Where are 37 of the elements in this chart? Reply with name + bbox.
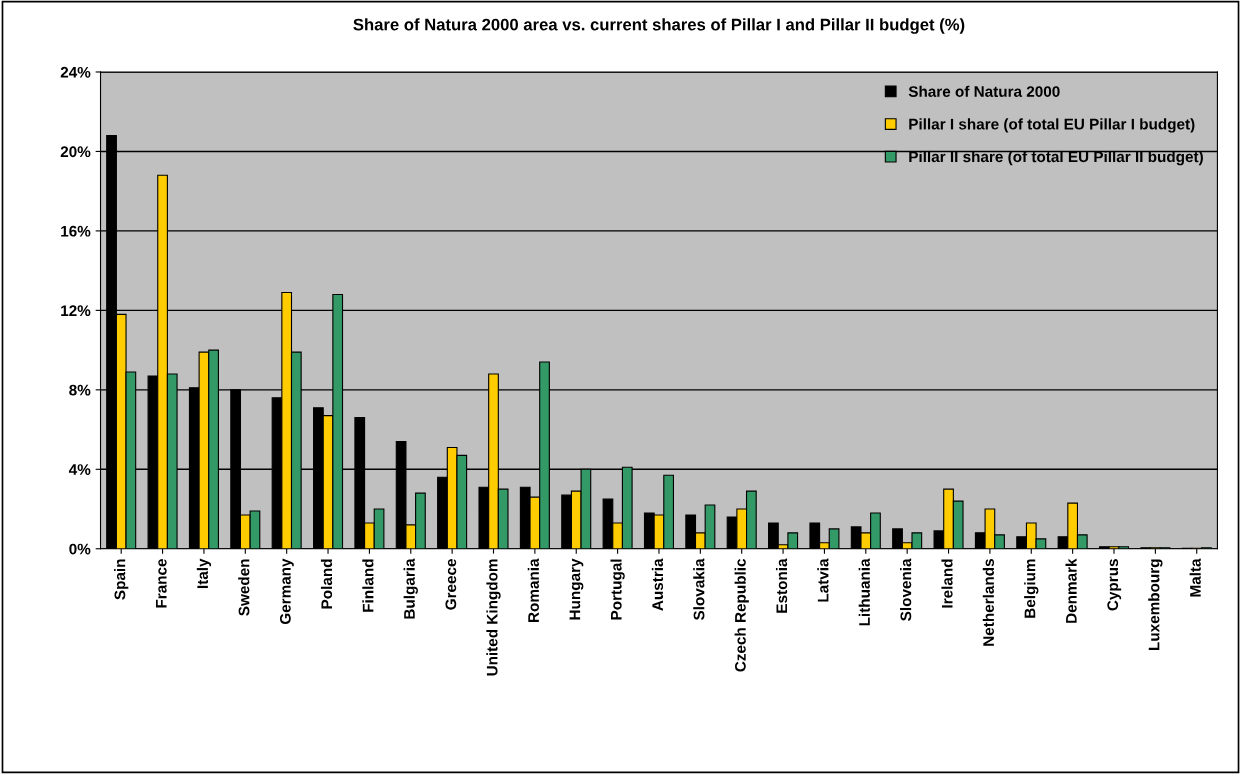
legend-label: Share of Natura 2000 xyxy=(908,85,1060,97)
y-tick-label: 24% xyxy=(60,66,91,78)
x-tick-label: Malta xyxy=(1189,558,1201,597)
x-tick-label: Denmark xyxy=(1065,558,1077,623)
x-tick-label: Spain xyxy=(114,559,129,600)
x-tick-label: Slovakia xyxy=(693,558,705,621)
chart-title: Share of Natura 2000 area vs. current shares of Pillar I and Pillar II budget (%) xyxy=(353,18,965,34)
y-tick-label: 12% xyxy=(61,305,91,317)
x-tick-label: Greece xyxy=(445,559,457,610)
y-tick-label: 4% xyxy=(68,464,91,475)
y-tick-label: 20% xyxy=(60,146,91,158)
x-tick-label: Latvia xyxy=(817,558,829,602)
x-tick-label: Germany xyxy=(279,558,294,625)
y-tick-label: 8% xyxy=(69,384,91,396)
x-tick-label: Hungary xyxy=(569,558,584,620)
x-tick-label: Poland xyxy=(320,559,333,609)
x-tick-label: Netherlands xyxy=(982,559,995,646)
x-tick-label: Austria xyxy=(651,558,664,611)
x-tick-label: United Kingdom xyxy=(486,559,501,676)
x-tick-label: Lithuania xyxy=(858,558,870,626)
y-tick-label: 16% xyxy=(61,225,91,237)
x-tick-label: Cyprus xyxy=(1107,559,1122,611)
x-tick-label: Finland xyxy=(362,559,374,612)
x-tick-label: Estonia xyxy=(775,558,788,613)
x-tick-label: Sweden xyxy=(238,559,250,616)
x-tick-label: Belgium xyxy=(1024,559,1039,618)
y-tick-label: 0% xyxy=(69,543,91,555)
x-tick-label: Italy xyxy=(196,558,212,589)
x-tick-label: Bulgaria xyxy=(403,558,418,619)
x-tick-label: Romania xyxy=(527,558,539,622)
x-tick-label: Slovenia xyxy=(900,558,912,621)
x-tick-label: France xyxy=(156,559,167,608)
x-tick-label: Luxembourg xyxy=(1148,559,1163,650)
x-tick-label: Czech Republic xyxy=(734,558,749,672)
x-tick-label: Portugal xyxy=(610,559,625,620)
x-tick-label: Ireland xyxy=(941,559,953,608)
legend-label: Pillar I share (of total EU Pillar I budget) xyxy=(909,118,1195,133)
